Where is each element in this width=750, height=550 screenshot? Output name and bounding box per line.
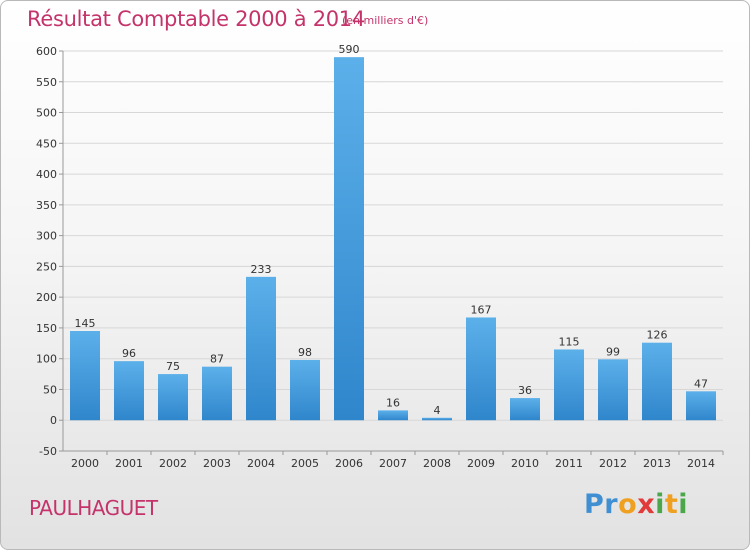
x-tick-label: 2003 [203,457,231,470]
y-tick-label: 150 [36,322,57,335]
y-tick-label: 400 [36,168,57,181]
data-label: 16 [386,396,400,409]
x-tick-label: 2011 [555,457,583,470]
y-tick-label: 300 [36,230,57,243]
x-tick-label: 2002 [159,457,187,470]
chart-subtitle: (en milliers d'€) [342,14,429,27]
logo-letter: o [618,489,638,520]
data-label: 36 [518,384,532,397]
bar [422,417,452,421]
data-label: 126 [647,329,668,342]
proxiti-logo: Proxiti [584,489,688,520]
x-tick-label: 2007 [379,457,407,470]
logo-letter: r [604,489,619,520]
x-tick-label: 2004 [247,457,275,470]
x-tick-label: 2006 [335,457,363,470]
y-tick-label: 0 [50,414,57,427]
y-tick-label: 350 [36,199,57,212]
bar [378,410,408,421]
data-label: 98 [298,346,312,359]
data-label: 115 [559,335,580,348]
data-label: 47 [694,377,708,390]
commune-name: PAULHAGUET [29,496,158,520]
bar [246,276,276,421]
x-tick-label: 2009 [467,457,495,470]
logo-letter: t [664,489,679,520]
bar [334,57,364,421]
x-tick-label: 2013 [643,457,671,470]
bar [686,391,716,421]
logo-letter: i [655,489,665,520]
logo-letter: x [637,489,656,520]
y-tick-label: 450 [36,137,57,150]
bar [642,342,672,421]
y-tick-label: -50 [39,445,57,458]
data-label: 4 [434,404,441,417]
x-tick-label: 2000 [71,457,99,470]
y-tick-label: 500 [36,107,57,120]
data-label: 96 [122,347,136,360]
x-tick-label: 2014 [687,457,715,470]
data-label: 590 [339,43,360,56]
bar [598,359,628,421]
data-label: 75 [166,360,180,373]
x-tick-label: 2010 [511,457,539,470]
data-label: 167 [471,303,492,316]
y-tick-label: 550 [36,76,57,89]
y-tick-label: 100 [36,353,57,366]
chart-title: Résultat Comptable 2000 à 2014 [27,7,365,31]
bar [114,361,144,421]
bar [290,359,320,421]
logo-letter: P [584,489,605,520]
x-tick-label: 2008 [423,457,451,470]
data-label: 233 [251,263,272,276]
y-tick-label: 200 [36,291,57,304]
bar [510,398,540,421]
x-tick-label: 2001 [115,457,143,470]
data-label: 145 [75,317,96,330]
y-tick-label: 250 [36,260,57,273]
bar [554,349,584,421]
bar [70,331,100,421]
data-label: 87 [210,353,224,366]
bar [202,366,232,421]
x-tick-label: 2005 [291,457,319,470]
data-label: 99 [606,345,620,358]
bar [158,374,188,421]
bar [466,317,496,421]
logo-letter: i [678,489,689,520]
x-tick-label: 2012 [599,457,627,470]
y-tick-label: 50 [43,383,57,396]
y-tick-label: 600 [36,45,57,58]
